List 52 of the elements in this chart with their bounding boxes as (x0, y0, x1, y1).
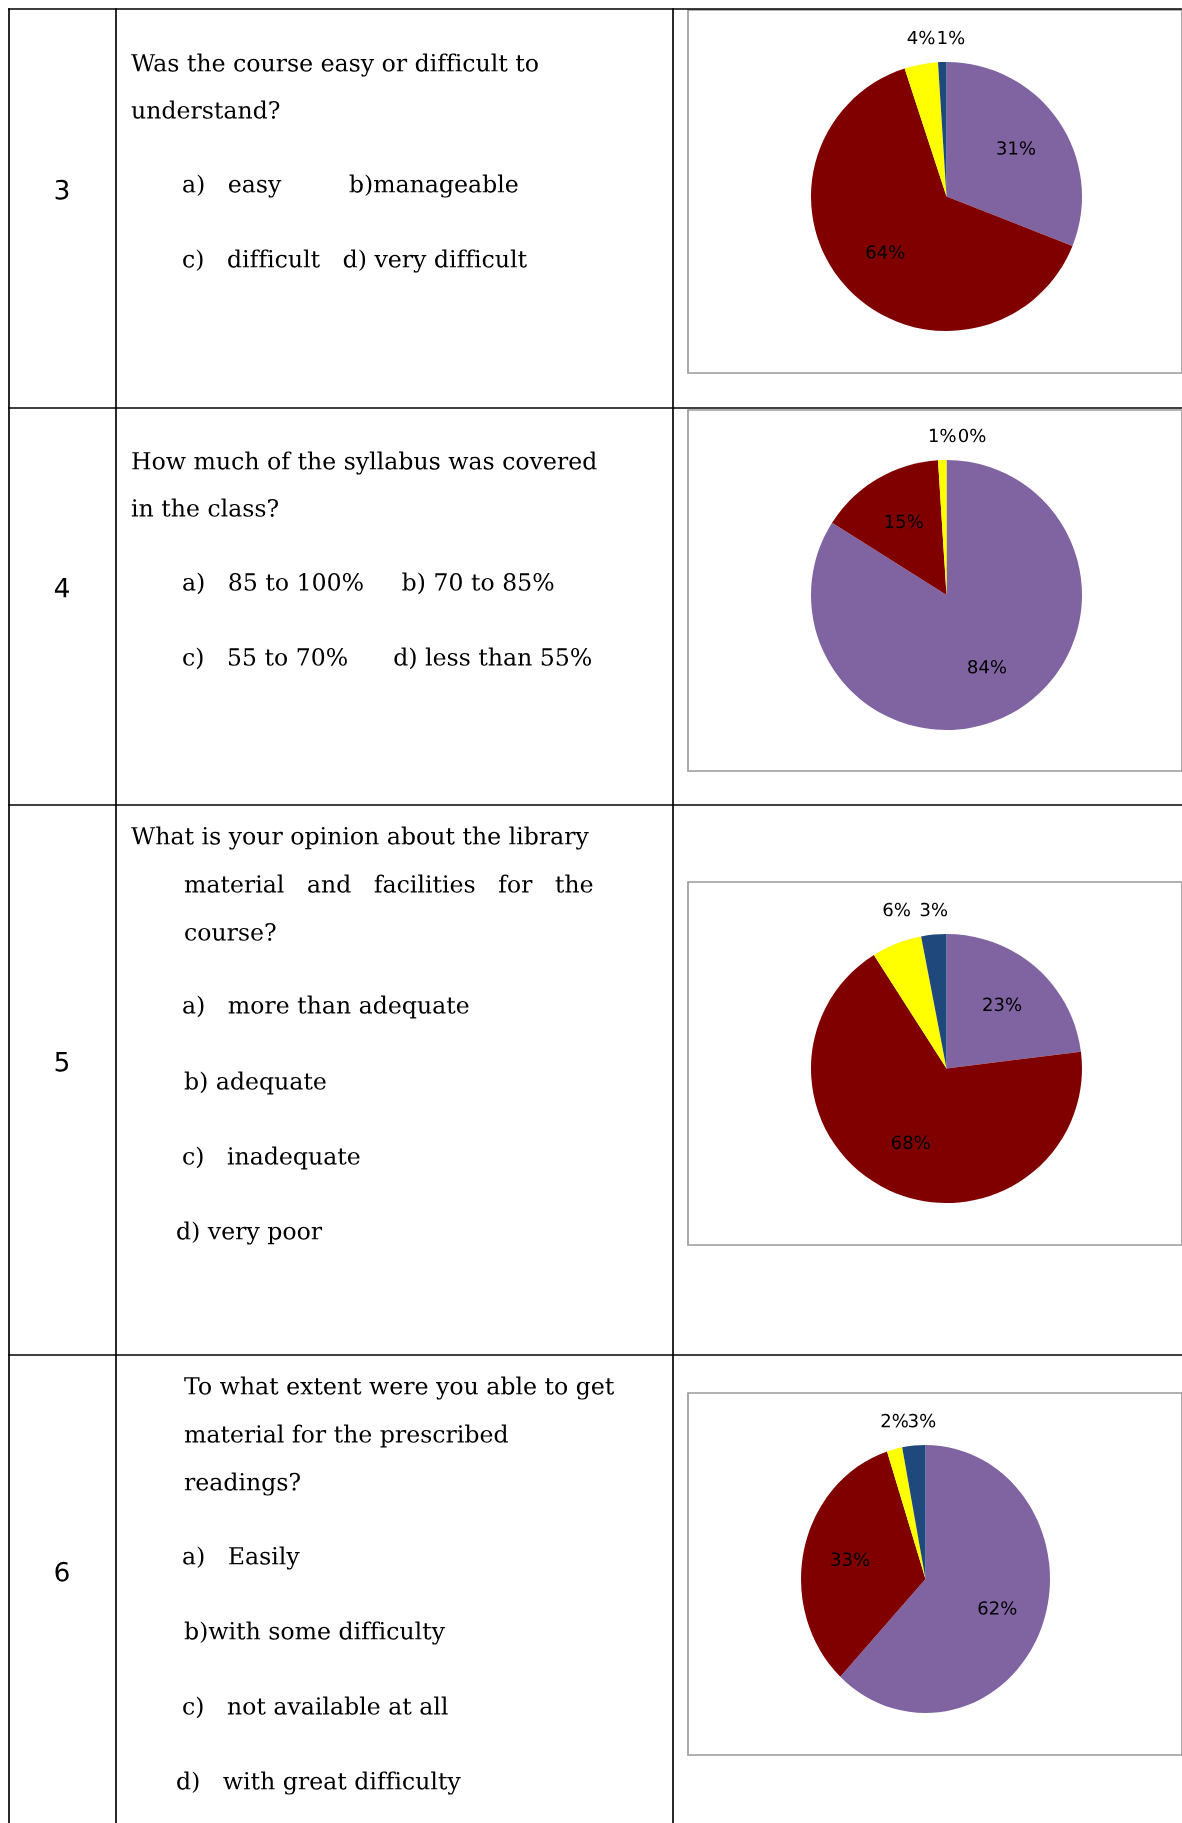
pie-slice (873, 936, 947, 1069)
data-label: 6% (883, 902, 910, 917)
pie-slice (937, 62, 947, 197)
text: c) inadequate (183, 1146, 360, 1170)
text: readings? (184, 1472, 300, 1496)
pie-slice (946, 62, 1082, 247)
pie-slice (832, 460, 947, 595)
pie-slice (937, 460, 947, 595)
text: material for the prescribed (184, 1424, 508, 1448)
pie-slice (811, 954, 1082, 1203)
pie-slice (921, 934, 947, 1069)
data-label: 62% (978, 1601, 1017, 1615)
text: 0% (958, 428, 986, 443)
text: c) difficult d) very difficult (183, 249, 527, 273)
text: b)with some difficulty (184, 1621, 445, 1645)
data-label: 1% (929, 428, 956, 443)
text: 5 (55, 1052, 69, 1072)
text: c) not available at all (183, 1696, 448, 1719)
text: d) very poor (177, 1221, 323, 1245)
text: b) adequate (184, 1071, 326, 1095)
text: material and facilities for the (184, 874, 593, 893)
data-label: 2% (881, 1413, 908, 1428)
text: a) 85 to 100% b) 70 to 85% (183, 572, 554, 595)
text: in the class? (131, 498, 279, 517)
data-label: 64% (866, 245, 905, 259)
pie-slice (811, 460, 1082, 730)
text: a) Easily (183, 1546, 300, 1570)
text: 6 (55, 1561, 69, 1582)
text: 4 (54, 578, 69, 598)
text: What is your opinion about the library (131, 826, 589, 850)
text: understand? (131, 100, 280, 119)
text: a) easy b)manageable (183, 174, 518, 198)
data-label: 3% (920, 902, 948, 917)
data-label: 3% (908, 1413, 936, 1428)
text: course? (185, 922, 276, 941)
data-label: 15% (885, 514, 923, 529)
data-label: 4% (907, 30, 935, 45)
data-label: 33% (831, 1552, 870, 1567)
data-label: 23% (983, 997, 1022, 1012)
data-label: 68% (891, 1135, 930, 1150)
text: 3 (55, 179, 69, 200)
text: d) with great difficulty (177, 1771, 461, 1795)
data-label: 84% (968, 659, 1007, 674)
text: a) more than adequate (183, 995, 469, 1019)
text: Was the course easy or difficult to (131, 53, 538, 77)
text: c) 55 to 70% d) less than 55% (183, 647, 591, 670)
data-label: 1% (938, 30, 965, 45)
text: To what extent were you able to get (184, 1376, 615, 1400)
text: How much of the syllabus was covered (132, 451, 597, 475)
data-label: 31% (997, 141, 1036, 155)
pie-slice (946, 934, 1081, 1069)
pie-slice (811, 68, 1073, 331)
